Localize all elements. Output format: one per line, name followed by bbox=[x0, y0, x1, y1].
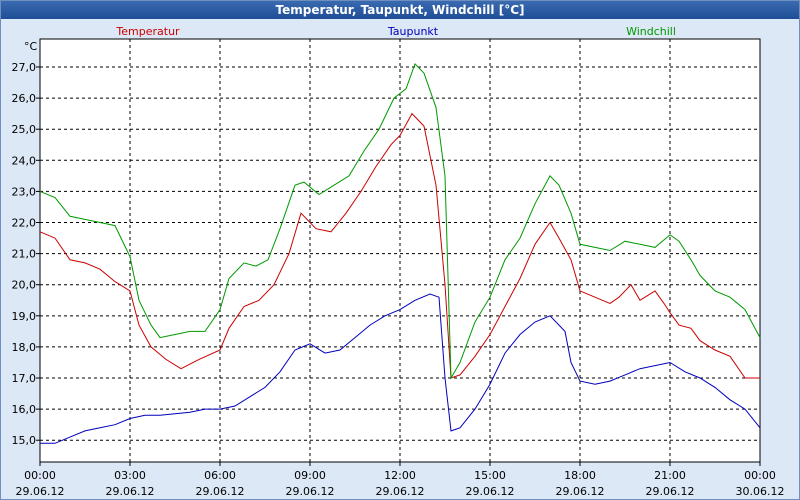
x-tick-date: 29.06.12 bbox=[556, 485, 605, 498]
y-tick-label: 24,0 bbox=[12, 154, 37, 167]
x-tick-time: 18:00 bbox=[564, 469, 596, 482]
y-tick-label: 17,0 bbox=[12, 372, 37, 385]
x-tick-date: 29.06.12 bbox=[16, 485, 65, 498]
x-tick-time: 03:00 bbox=[114, 469, 146, 482]
legend: Temperatur Taupunkt Windchill bbox=[115, 25, 676, 38]
y-tick-label: 16,0 bbox=[12, 403, 37, 416]
series-line-taupunkt bbox=[40, 293, 761, 444]
x-tick-date: 29.06.12 bbox=[106, 485, 155, 498]
x-tick-date: 29.06.12 bbox=[646, 485, 695, 498]
y-tick-label: 23,0 bbox=[12, 185, 37, 198]
y-tick-label: 15,0 bbox=[12, 434, 37, 447]
y-tick-label: 27,0 bbox=[12, 61, 37, 74]
x-tick-date: 29.06.12 bbox=[286, 485, 335, 498]
y-axis-label: °C bbox=[24, 40, 38, 53]
x-tick-date: 29.06.12 bbox=[466, 485, 515, 498]
x-tick-time: 21:00 bbox=[654, 469, 686, 482]
x-axis: 00:00 29.06.12 03:00 29.06.12 06:00 29.06.12 0… bbox=[16, 462, 785, 498]
legend-taupunkt: Taupunkt bbox=[387, 25, 439, 38]
x-tick-time: 12:00 bbox=[384, 469, 416, 482]
y-tick-label: 19,0 bbox=[12, 310, 37, 323]
x-tick-date: 29.06.12 bbox=[376, 485, 425, 498]
grid-lines bbox=[40, 39, 760, 462]
chart-title: Temperatur, Taupunkt, Windchill [°C] bbox=[1, 1, 799, 19]
y-tick-label: 21,0 bbox=[12, 248, 37, 261]
x-tick-time: 00:00 bbox=[24, 469, 56, 482]
y-axis: 15,0 16,0 17,0 18,0 19,0 20,0 21,0 22,0 23,0 24,0… bbox=[12, 61, 40, 447]
x-tick-time: 09:00 bbox=[294, 469, 326, 482]
x-tick-time: 06:00 bbox=[204, 469, 236, 482]
y-tick-label: 20,0 bbox=[12, 279, 37, 292]
x-tick-time: 15:00 bbox=[474, 469, 506, 482]
x-tick-date: 29.06.12 bbox=[196, 485, 245, 498]
series-group bbox=[39, 62, 761, 444]
legend-temperatur: Temperatur bbox=[115, 25, 180, 38]
y-tick-label: 22,0 bbox=[12, 217, 37, 230]
x-tick-date: 30.06.12 bbox=[736, 485, 785, 498]
legend-windchill: Windchill bbox=[626, 25, 676, 38]
series-line-temperatur bbox=[39, 112, 760, 379]
y-tick-label: 26,0 bbox=[12, 92, 37, 105]
x-tick-time: 00:00 bbox=[744, 469, 776, 482]
series-line-windchill bbox=[39, 62, 761, 380]
y-tick-label: 18,0 bbox=[12, 341, 37, 354]
y-tick-label: 25,0 bbox=[12, 123, 37, 136]
